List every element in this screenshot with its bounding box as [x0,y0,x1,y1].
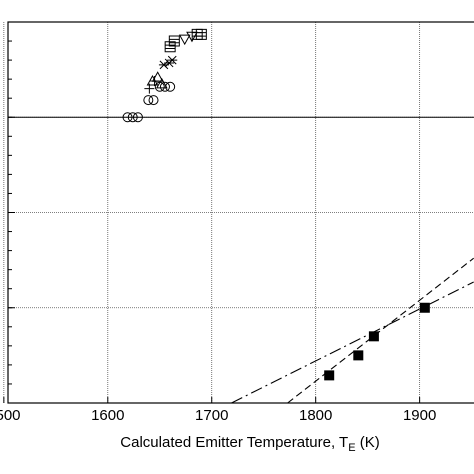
marker [159,81,170,92]
x-tick-label: 1800 [299,407,332,424]
marker [167,55,178,65]
marker [146,75,159,86]
marker [143,95,154,106]
x-tick-label: 1900 [403,407,436,424]
marker [324,370,335,381]
x-axis-label: Calculated Emitter Temperature, TE (K) [120,434,379,454]
marker [165,81,176,92]
marker [151,71,164,82]
line-series [231,281,474,404]
x-tick-label: 1500 [0,407,21,424]
marker [148,95,159,106]
marker [178,34,191,46]
marker [195,28,207,40]
plot-frame [7,21,474,404]
marker [419,302,430,313]
marker [168,35,180,47]
x-tick-label: 1600 [91,407,124,424]
line-series [287,257,474,404]
marker [186,31,198,43]
x-tick-label: 1700 [195,407,228,424]
marker [155,77,168,89]
marker [368,331,379,342]
marker [164,41,176,53]
marker [353,350,364,361]
